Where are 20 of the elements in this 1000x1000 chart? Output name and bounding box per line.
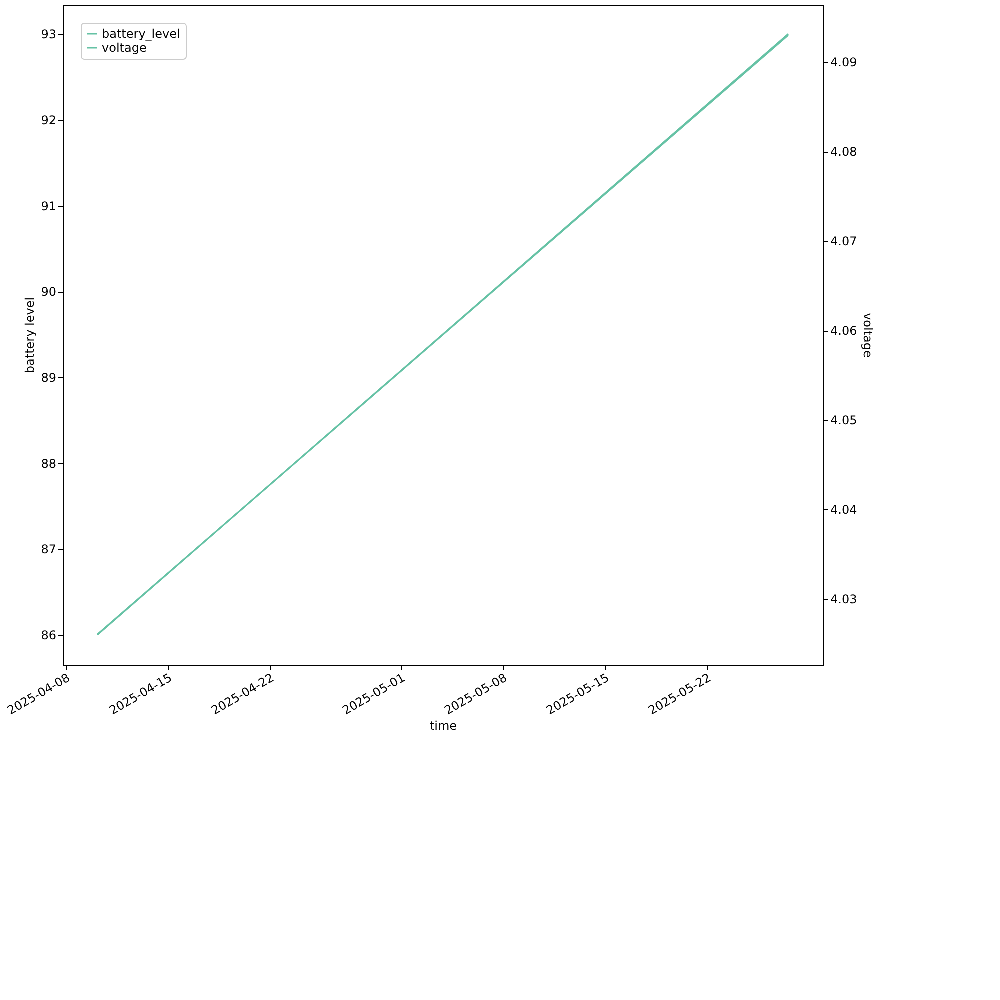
y2-axis-title: voltage <box>861 313 876 358</box>
y2-tick-label: 4.09 <box>830 56 858 70</box>
y-tick-label: 91 <box>41 199 56 214</box>
y-tick-label: 86 <box>41 628 56 642</box>
x-axis-title: time <box>430 718 458 733</box>
y2-tick-label: 4.03 <box>830 592 858 606</box>
y2-tick-label: 4.08 <box>830 145 858 160</box>
legend-label: battery_level <box>102 27 180 41</box>
y2-tick-label: 4.06 <box>830 324 858 338</box>
legend-label: voltage <box>102 41 147 55</box>
y2-tick-label: 4.04 <box>830 502 858 517</box>
y-tick-label: 92 <box>41 114 56 128</box>
y-tick-label: 90 <box>41 285 56 300</box>
y-tick-label: 87 <box>41 542 56 557</box>
y-tick-label: 93 <box>41 28 56 42</box>
y2-tick-label: 4.07 <box>830 234 858 249</box>
y-tick-label: 89 <box>41 370 56 385</box>
y-tick-label: 88 <box>41 456 56 471</box>
y2-tick-label: 4.05 <box>830 413 858 428</box>
y-axis-title: battery level <box>23 297 38 374</box>
